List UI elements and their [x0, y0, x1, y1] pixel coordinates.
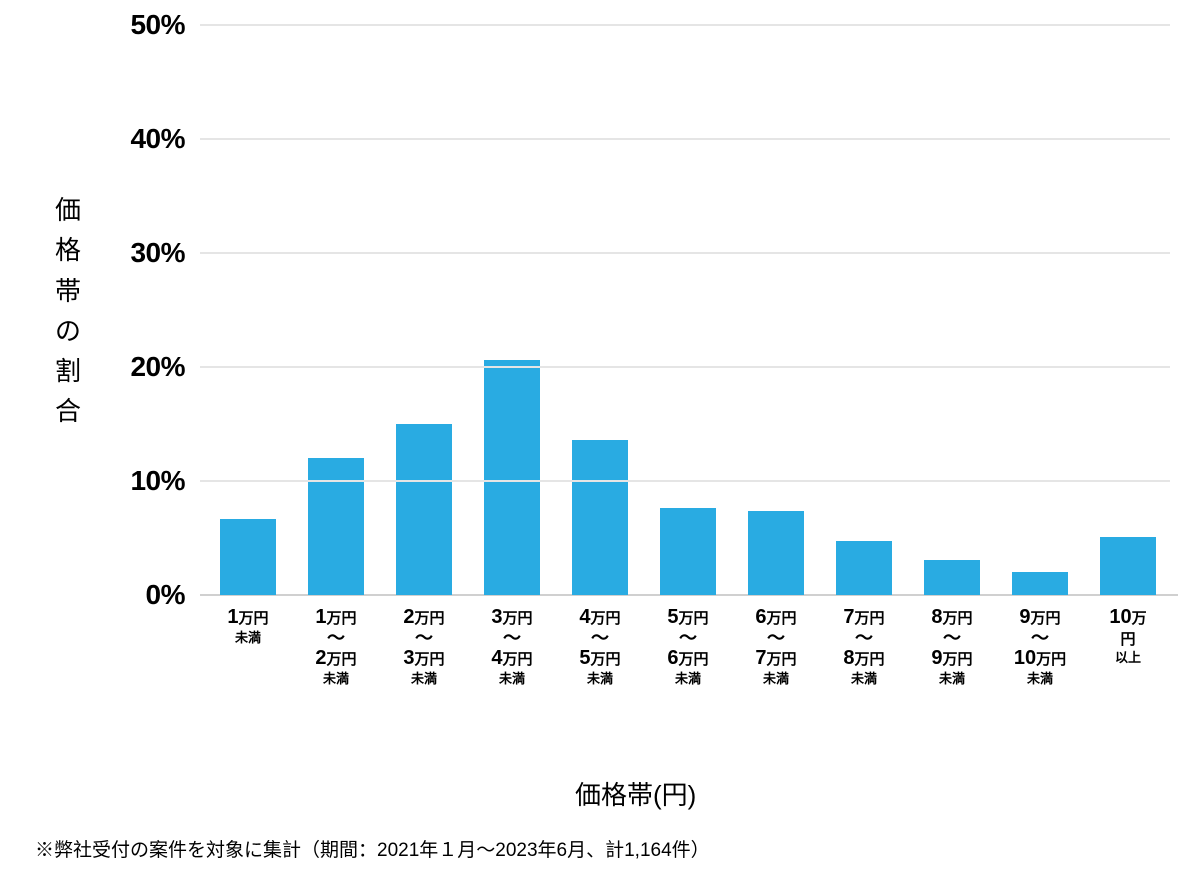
bar: [396, 424, 452, 595]
y-tick-label: 30%: [130, 237, 185, 269]
x-tick-label: 1万円未満: [227, 605, 268, 646]
bar: [572, 440, 628, 595]
bar: [924, 560, 980, 595]
x-tick-label: 1万円〜2万円未満: [315, 605, 356, 687]
grid-line: [200, 480, 1170, 482]
y-axis-title-char: 価: [55, 190, 81, 230]
x-tick-label: 3万円〜4万円未満: [491, 605, 532, 687]
x-tick-label: 2万円〜3万円未満: [403, 605, 444, 687]
x-axis-title: 価格帯(円): [575, 775, 696, 812]
y-axis-title-char: 割: [55, 351, 81, 391]
plot-area: 0%10%20%30%40%50%: [200, 25, 1170, 595]
bar: [836, 541, 892, 595]
grid-line: [200, 24, 1170, 26]
y-axis-title-char: 合: [55, 391, 81, 431]
bar: [748, 511, 804, 595]
bar: [1012, 572, 1068, 595]
x-tick-label: 4万円〜5万円未満: [579, 605, 620, 687]
grid-line: [200, 252, 1170, 254]
y-tick-label: 40%: [130, 123, 185, 155]
y-tick-label: 20%: [130, 351, 185, 383]
bar: [484, 360, 540, 595]
x-tick-label: 7万円〜8万円未満: [843, 605, 884, 687]
y-axis-title-char: 帯: [55, 271, 81, 311]
bar: [660, 508, 716, 595]
y-axis-title: 価格帯の割合: [55, 190, 81, 432]
x-tick-label: 10万円以上: [1107, 605, 1149, 666]
y-axis-title-char: 格: [55, 230, 81, 270]
y-tick-label: 10%: [130, 465, 185, 497]
footnote: ※弊社受付の案件を対象に集計（期間：2021年１月〜2023年6月、計1,164…: [35, 835, 710, 862]
grid-line: [200, 138, 1170, 140]
grid-line: [200, 366, 1170, 368]
chart-container: 価格帯の割合 0%10%20%30%40%50% 1万円未満1万円〜2万円未満2…: [0, 0, 1200, 874]
x-tick-label: 9万円〜10万円未満: [1014, 605, 1066, 687]
y-tick-label: 50%: [130, 9, 185, 41]
y-axis-title-char: の: [55, 311, 81, 351]
x-tick-label: 8万円〜9万円未満: [931, 605, 972, 687]
bars-group: [200, 25, 1170, 595]
x-tick-label: 6万円〜7万円未満: [755, 605, 796, 687]
bar: [308, 458, 364, 595]
bar: [220, 519, 276, 595]
y-tick-label: 0%: [146, 579, 185, 611]
bar: [1100, 537, 1156, 595]
x-tick-label: 5万円〜6万円未満: [667, 605, 708, 687]
